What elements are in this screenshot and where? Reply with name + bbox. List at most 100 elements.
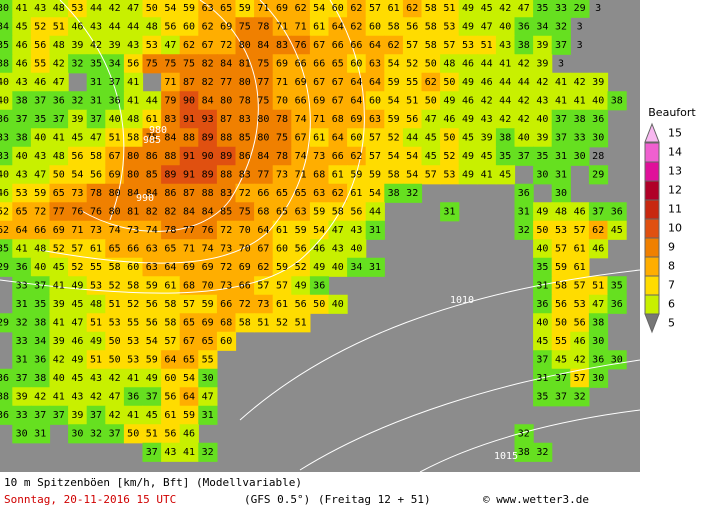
wind-cell — [235, 202, 255, 222]
wind-cell — [440, 35, 460, 55]
wind-cell — [0, 54, 13, 74]
wind-cell — [161, 350, 181, 370]
wind-value: 69 — [295, 77, 307, 88]
wind-value: 35 — [34, 114, 46, 125]
isobar — [0, 0, 365, 294]
wind-value: 38 — [518, 447, 530, 458]
wind-cell — [309, 202, 330, 222]
wind-value: 38 — [518, 40, 530, 51]
wind-cell — [179, 350, 199, 370]
wind-value: 45 — [71, 133, 83, 144]
wind-cell — [347, 35, 367, 55]
wind-cell — [254, 183, 274, 203]
wind-cell — [30, 17, 51, 37]
wind-cell — [421, 54, 441, 74]
wind-value: 73 — [276, 170, 288, 181]
wind-cell — [49, 146, 69, 166]
wind-cell — [291, 35, 311, 55]
wind-value: 37 — [555, 40, 567, 51]
wind-value: 62 — [295, 3, 307, 14]
wind-value: 42 — [518, 114, 530, 125]
wind-cell — [30, 313, 51, 333]
wind-value: 57 — [574, 373, 586, 384]
wind-value: 38 — [34, 318, 46, 329]
wind-value: 71 — [276, 77, 288, 88]
wind-cell — [30, 183, 51, 203]
wind-value: 43 — [350, 225, 362, 236]
wind-cell — [49, 72, 69, 92]
wind-value: 40 — [332, 262, 344, 273]
wind-value: 50 — [555, 318, 567, 329]
wind-value: 57 — [425, 170, 437, 181]
wind-cell — [533, 331, 553, 351]
wind-value: 40 — [34, 133, 46, 144]
wind-cell — [161, 294, 181, 314]
wind-cell — [86, 257, 106, 277]
wind-value: 65 — [53, 188, 65, 199]
legend-swatch — [644, 218, 660, 239]
wind-cell — [402, 17, 423, 37]
wind-cell — [0, 165, 13, 185]
wind-cell — [514, 202, 534, 222]
wind-value: 80 — [257, 114, 269, 125]
wind-value: 31 — [555, 170, 567, 181]
wind-cell — [105, 368, 125, 388]
wind-value: 86 — [146, 151, 158, 162]
wind-value: 41 — [53, 392, 65, 403]
wind-cell — [12, 202, 32, 222]
wind-cell — [123, 72, 144, 92]
wind-cell — [328, 146, 348, 166]
wind-value: 51 — [257, 318, 269, 329]
wind-value: 49 — [462, 77, 474, 88]
wind-value: 62 — [332, 188, 344, 199]
wind-value: 88 — [220, 170, 232, 181]
wind-value: 62 — [183, 40, 195, 51]
wind-cell — [254, 220, 274, 240]
wind-cell — [30, 424, 51, 444]
wind-cell — [309, 0, 330, 18]
wind-value: 50 — [109, 336, 121, 347]
wind-cell — [216, 257, 237, 277]
wind-cell — [12, 313, 32, 333]
wind-value: 31 — [443, 207, 455, 218]
wind-value: 60 — [164, 373, 176, 384]
wind-value: 32 — [555, 22, 567, 33]
wind-value: 48 — [443, 59, 455, 70]
wind-value: 38 — [499, 133, 511, 144]
wind-value: 84 — [146, 188, 158, 199]
wind-value: 78 — [164, 225, 176, 236]
wind-cell — [179, 276, 199, 296]
wind-cell — [30, 220, 51, 240]
wind-cell — [309, 165, 330, 185]
wind-value: 69 — [202, 262, 214, 273]
wind-cell — [49, 294, 69, 314]
wind-value: 38 — [388, 188, 400, 199]
wind-cell — [551, 368, 571, 388]
wind-value: 82 — [202, 59, 214, 70]
wind-cell — [198, 257, 218, 277]
wind-cell — [198, 146, 218, 166]
wind-value: 84 — [202, 96, 214, 107]
wind-cell — [309, 35, 330, 55]
wind-cell — [570, 294, 590, 314]
wind-cell — [216, 0, 237, 18]
wind-cell — [30, 202, 51, 222]
wind-value: 44 — [406, 133, 418, 144]
wind-value: 42 — [499, 3, 511, 14]
wind-value: 64 — [183, 392, 195, 403]
wind-value: 35 — [34, 299, 46, 310]
wind-cell — [161, 109, 181, 129]
wind-cell — [328, 220, 348, 240]
wind-cell — [235, 146, 255, 166]
wind-cell — [68, 165, 88, 185]
wind-value: 54 — [388, 96, 400, 107]
wind-cell — [216, 109, 237, 129]
wind-cell — [533, 128, 553, 148]
wind-cell — [291, 17, 311, 37]
wind-cell — [533, 257, 553, 277]
wind-value: 34 — [109, 59, 121, 70]
legend-label: 10 — [668, 222, 682, 235]
wind-value: 37 — [109, 429, 121, 440]
wind-value: 59 — [388, 114, 400, 125]
wind-cell — [198, 405, 218, 425]
